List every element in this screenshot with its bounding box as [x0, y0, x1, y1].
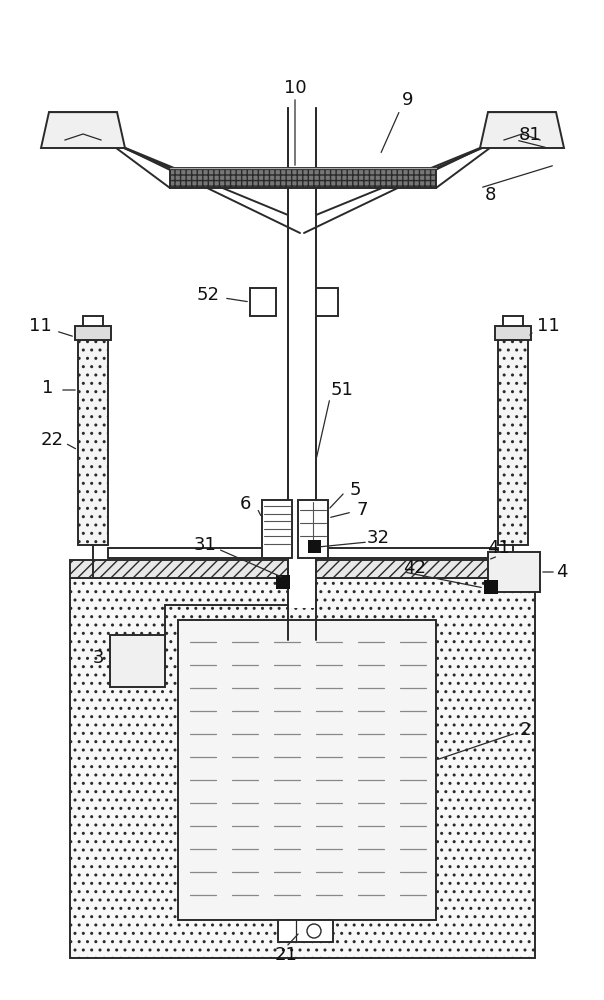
Text: 1: 1	[42, 379, 54, 397]
Text: 42: 42	[403, 559, 426, 577]
Text: 10: 10	[284, 79, 306, 97]
Bar	[488, 552, 540, 592]
Text: 4: 4	[556, 563, 568, 581]
Bar	[78, 340, 108, 545]
Bar	[316, 288, 338, 316]
Bar	[495, 326, 531, 340]
Bar	[262, 500, 292, 558]
Text: 11: 11	[536, 317, 559, 335]
Bar	[83, 316, 103, 326]
Bar	[250, 288, 276, 316]
Bar	[298, 500, 328, 558]
Bar	[70, 578, 535, 958]
Bar	[276, 575, 290, 589]
Polygon shape	[480, 112, 564, 148]
Text: 3: 3	[92, 649, 104, 667]
Text: 6: 6	[239, 495, 251, 513]
Text: 81: 81	[519, 126, 541, 144]
Bar	[170, 168, 436, 188]
Bar	[70, 560, 535, 578]
Text: 8: 8	[484, 186, 496, 204]
Text: 31: 31	[193, 536, 216, 554]
Text: 41: 41	[487, 539, 509, 557]
Text: 9: 9	[402, 91, 414, 109]
Text: 7: 7	[356, 501, 368, 519]
Bar	[288, 108, 316, 608]
Text: 2: 2	[519, 721, 531, 739]
Bar	[75, 326, 111, 340]
Bar	[278, 920, 333, 942]
Bar	[484, 580, 498, 594]
Text: 11: 11	[28, 317, 51, 335]
Bar	[503, 316, 523, 326]
Bar	[498, 340, 528, 545]
Text: 51: 51	[330, 381, 353, 399]
Text: 21: 21	[275, 946, 297, 964]
Text: 52: 52	[196, 286, 219, 304]
Bar	[110, 635, 165, 687]
Bar	[308, 540, 321, 553]
Text: 5: 5	[349, 481, 361, 499]
Bar	[178, 620, 436, 920]
Polygon shape	[41, 112, 125, 148]
Text: 32: 32	[367, 529, 390, 547]
Text: 22: 22	[40, 431, 63, 449]
